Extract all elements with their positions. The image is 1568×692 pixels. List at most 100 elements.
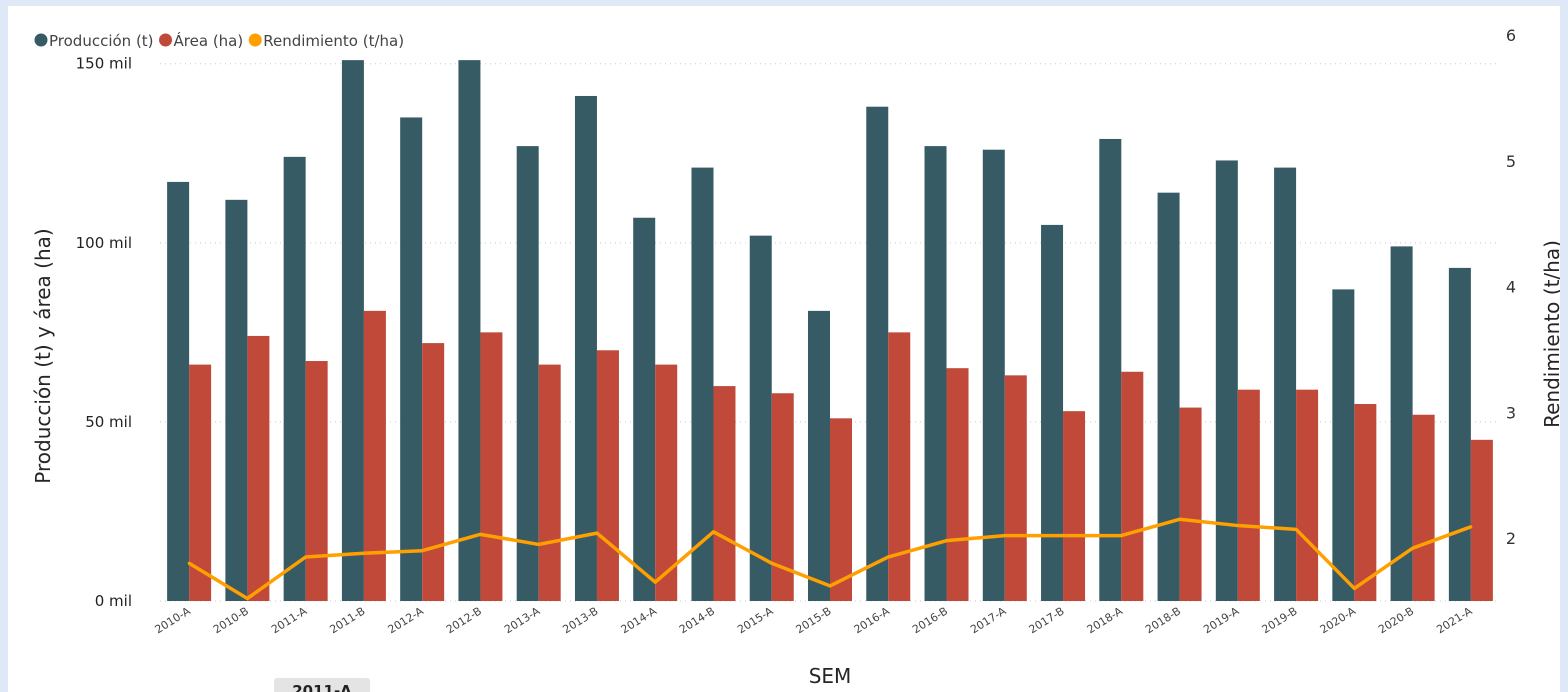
x-tick-label: 2014-B [677, 605, 717, 637]
bar-area-2010-A[interactable] [189, 364, 212, 601]
bar-produccion-2012-B[interactable] [458, 60, 481, 602]
legend-marker-2 [248, 33, 262, 47]
bar-produccion-2018-B[interactable] [1157, 192, 1180, 601]
point-rendimiento-2013-B[interactable] [595, 531, 599, 535]
bar-produccion-2014-A[interactable] [633, 217, 656, 601]
y-tick-label: 0 mil [95, 592, 132, 610]
point-rendimiento-2010-B[interactable] [245, 596, 249, 600]
bar-produccion-2015-A[interactable] [749, 235, 772, 601]
bar-area-2016-A[interactable] [888, 332, 911, 601]
bar-area-2020-A[interactable] [1354, 404, 1377, 601]
x-tick-label: 2016-B [910, 605, 950, 637]
bar-area-2017-A[interactable] [1004, 375, 1027, 601]
bar-area-2012-A[interactable] [422, 343, 445, 601]
legend-marker-0 [34, 33, 48, 47]
bar-area-2021-A[interactable] [1470, 439, 1493, 601]
y2-tick-label: 3 [1506, 403, 1516, 422]
bar-produccion-2013-A[interactable] [516, 146, 539, 602]
point-rendimiento-2018-A[interactable] [1119, 534, 1123, 538]
bar-produccion-2013-B[interactable] [574, 95, 597, 602]
bar-area-2014-B[interactable] [713, 386, 736, 601]
point-rendimiento-2020-A[interactable] [1352, 586, 1356, 590]
bar-area-2017-B[interactable] [1063, 411, 1086, 601]
bar-produccion-2017-A[interactable] [982, 149, 1005, 601]
bar-produccion-2020-A[interactable] [1332, 289, 1355, 601]
point-rendimiento-2011-A[interactable] [304, 555, 308, 559]
left-axis-ticks: 0 mil 50 mil 100 mil 150 mil [76, 55, 132, 610]
point-rendimiento-2015-B[interactable] [828, 584, 832, 588]
bar-area-2019-B[interactable] [1296, 389, 1319, 601]
bar-produccion-2021-A[interactable] [1448, 267, 1471, 601]
point-rendimiento-2019-A[interactable] [1236, 524, 1240, 528]
point-rendimiento-2016-A[interactable] [886, 555, 890, 559]
bar-produccion-2011-B[interactable] [341, 60, 364, 602]
point-rendimiento-2020-B[interactable] [1411, 546, 1415, 550]
point-rendimiento-2015-A[interactable] [770, 561, 774, 565]
bar-area-2013-A[interactable] [538, 364, 561, 601]
bar-area-2014-A[interactable] [655, 364, 678, 601]
x-tick-label: 2014-A [619, 604, 660, 636]
bar-area-2019-A[interactable] [1237, 389, 1260, 601]
bar-produccion-2014-B[interactable] [691, 167, 714, 601]
bar-area-2015-A[interactable] [771, 393, 794, 601]
chart-card: Producción (t) Área (ha) Rendimiento (t/ha… [8, 6, 1560, 692]
y2-axis-title: Rendimiento (t/ha) [1540, 240, 1560, 428]
bar-produccion-2011-A[interactable] [283, 156, 306, 601]
bar-produccion-2018-A[interactable] [1099, 138, 1122, 602]
bar-area-2020-B[interactable] [1412, 414, 1435, 601]
bar-area-2012-B[interactable] [480, 332, 503, 601]
bar-produccion-2015-B[interactable] [808, 310, 830, 601]
bar-produccion-2019-A[interactable] [1215, 160, 1238, 601]
bar-produccion-2010-A[interactable] [167, 181, 190, 601]
y-tick-label: 150 mil [76, 55, 132, 73]
x-tick-label: 2015-A [735, 604, 776, 636]
tooltip-label: 2011-A [292, 682, 352, 692]
point-rendimiento-2017-B[interactable] [1061, 534, 1065, 538]
x-tick-label: 2010-B [211, 605, 251, 637]
bar-area-2013-B[interactable] [596, 350, 619, 601]
bar-produccion-2020-B[interactable] [1390, 246, 1413, 601]
x-tick-label: 2019-A [1201, 604, 1242, 636]
bar-produccion-2019-B[interactable] [1274, 167, 1297, 601]
legend-label-2: Rendimiento (t/ha) [263, 32, 404, 50]
point-rendimiento-2017-A[interactable] [1003, 534, 1007, 538]
point-rendimiento-2013-A[interactable] [537, 542, 541, 546]
point-rendimiento-2012-A[interactable] [420, 549, 424, 553]
bar-produccion-2016-A[interactable] [866, 106, 889, 601]
legend-label-1: Área (ha) [174, 31, 244, 50]
bar-produccion-2017-B[interactable] [1041, 224, 1064, 601]
bar-area-2018-A[interactable] [1121, 371, 1144, 601]
x-tick-label: 2010-A [153, 604, 194, 636]
point-rendimiento-2014-A[interactable] [653, 580, 657, 584]
bar-area-2011-A[interactable] [305, 361, 328, 601]
point-rendimiento-2018-B[interactable] [1178, 517, 1182, 521]
point-rendimiento-2011-B[interactable] [362, 551, 366, 555]
bar-produccion-2012-A[interactable] [400, 117, 423, 602]
x-tick-label: 2018-B [1143, 605, 1183, 637]
bar-area-2011-B[interactable] [363, 310, 386, 601]
bar-produccion-2016-B[interactable] [924, 146, 947, 602]
bar-area-2016-B[interactable] [946, 368, 969, 601]
point-rendimiento-2019-B[interactable] [1294, 527, 1298, 531]
legend: Producción (t) Área (ha) Rendimiento (t/ha… [34, 31, 404, 50]
x-tick-label: 2012-A [386, 604, 427, 636]
bar-produccion-2010-B[interactable] [225, 199, 248, 601]
bar-area-2010-B[interactable] [247, 335, 270, 601]
right-axis-ticks: 2 3 4 5 6 [1506, 26, 1516, 548]
bar-area-2015-B[interactable] [830, 418, 852, 601]
y2-tick-label: 5 [1506, 152, 1516, 171]
point-rendimiento-2016-B[interactable] [945, 539, 949, 543]
point-rendimiento-2010-A[interactable] [187, 561, 191, 565]
y-tick-label: 100 mil [76, 234, 132, 252]
point-rendimiento-2012-B[interactable] [478, 532, 482, 536]
x-tick-label: 2019-B [1260, 605, 1300, 637]
point-rendimiento-2014-B[interactable] [711, 530, 715, 534]
x-tick-label: 2011-B [327, 605, 367, 637]
x-tick-label: 2011-A [269, 604, 310, 636]
combo-chart: Producción (t) Área (ha) Rendimiento (t/ha… [31, 26, 1560, 692]
y2-tick-label: 4 [1506, 278, 1516, 297]
x-axis-ticks: 2010-A 2010-B 2011-A 2011-B 2012-A 2012-B 2013… [153, 604, 1475, 636]
bar-area-2018-B[interactable] [1179, 407, 1202, 601]
point-rendimiento-2021-A[interactable] [1469, 525, 1473, 529]
x-tick-label: 2020-A [1318, 604, 1359, 636]
